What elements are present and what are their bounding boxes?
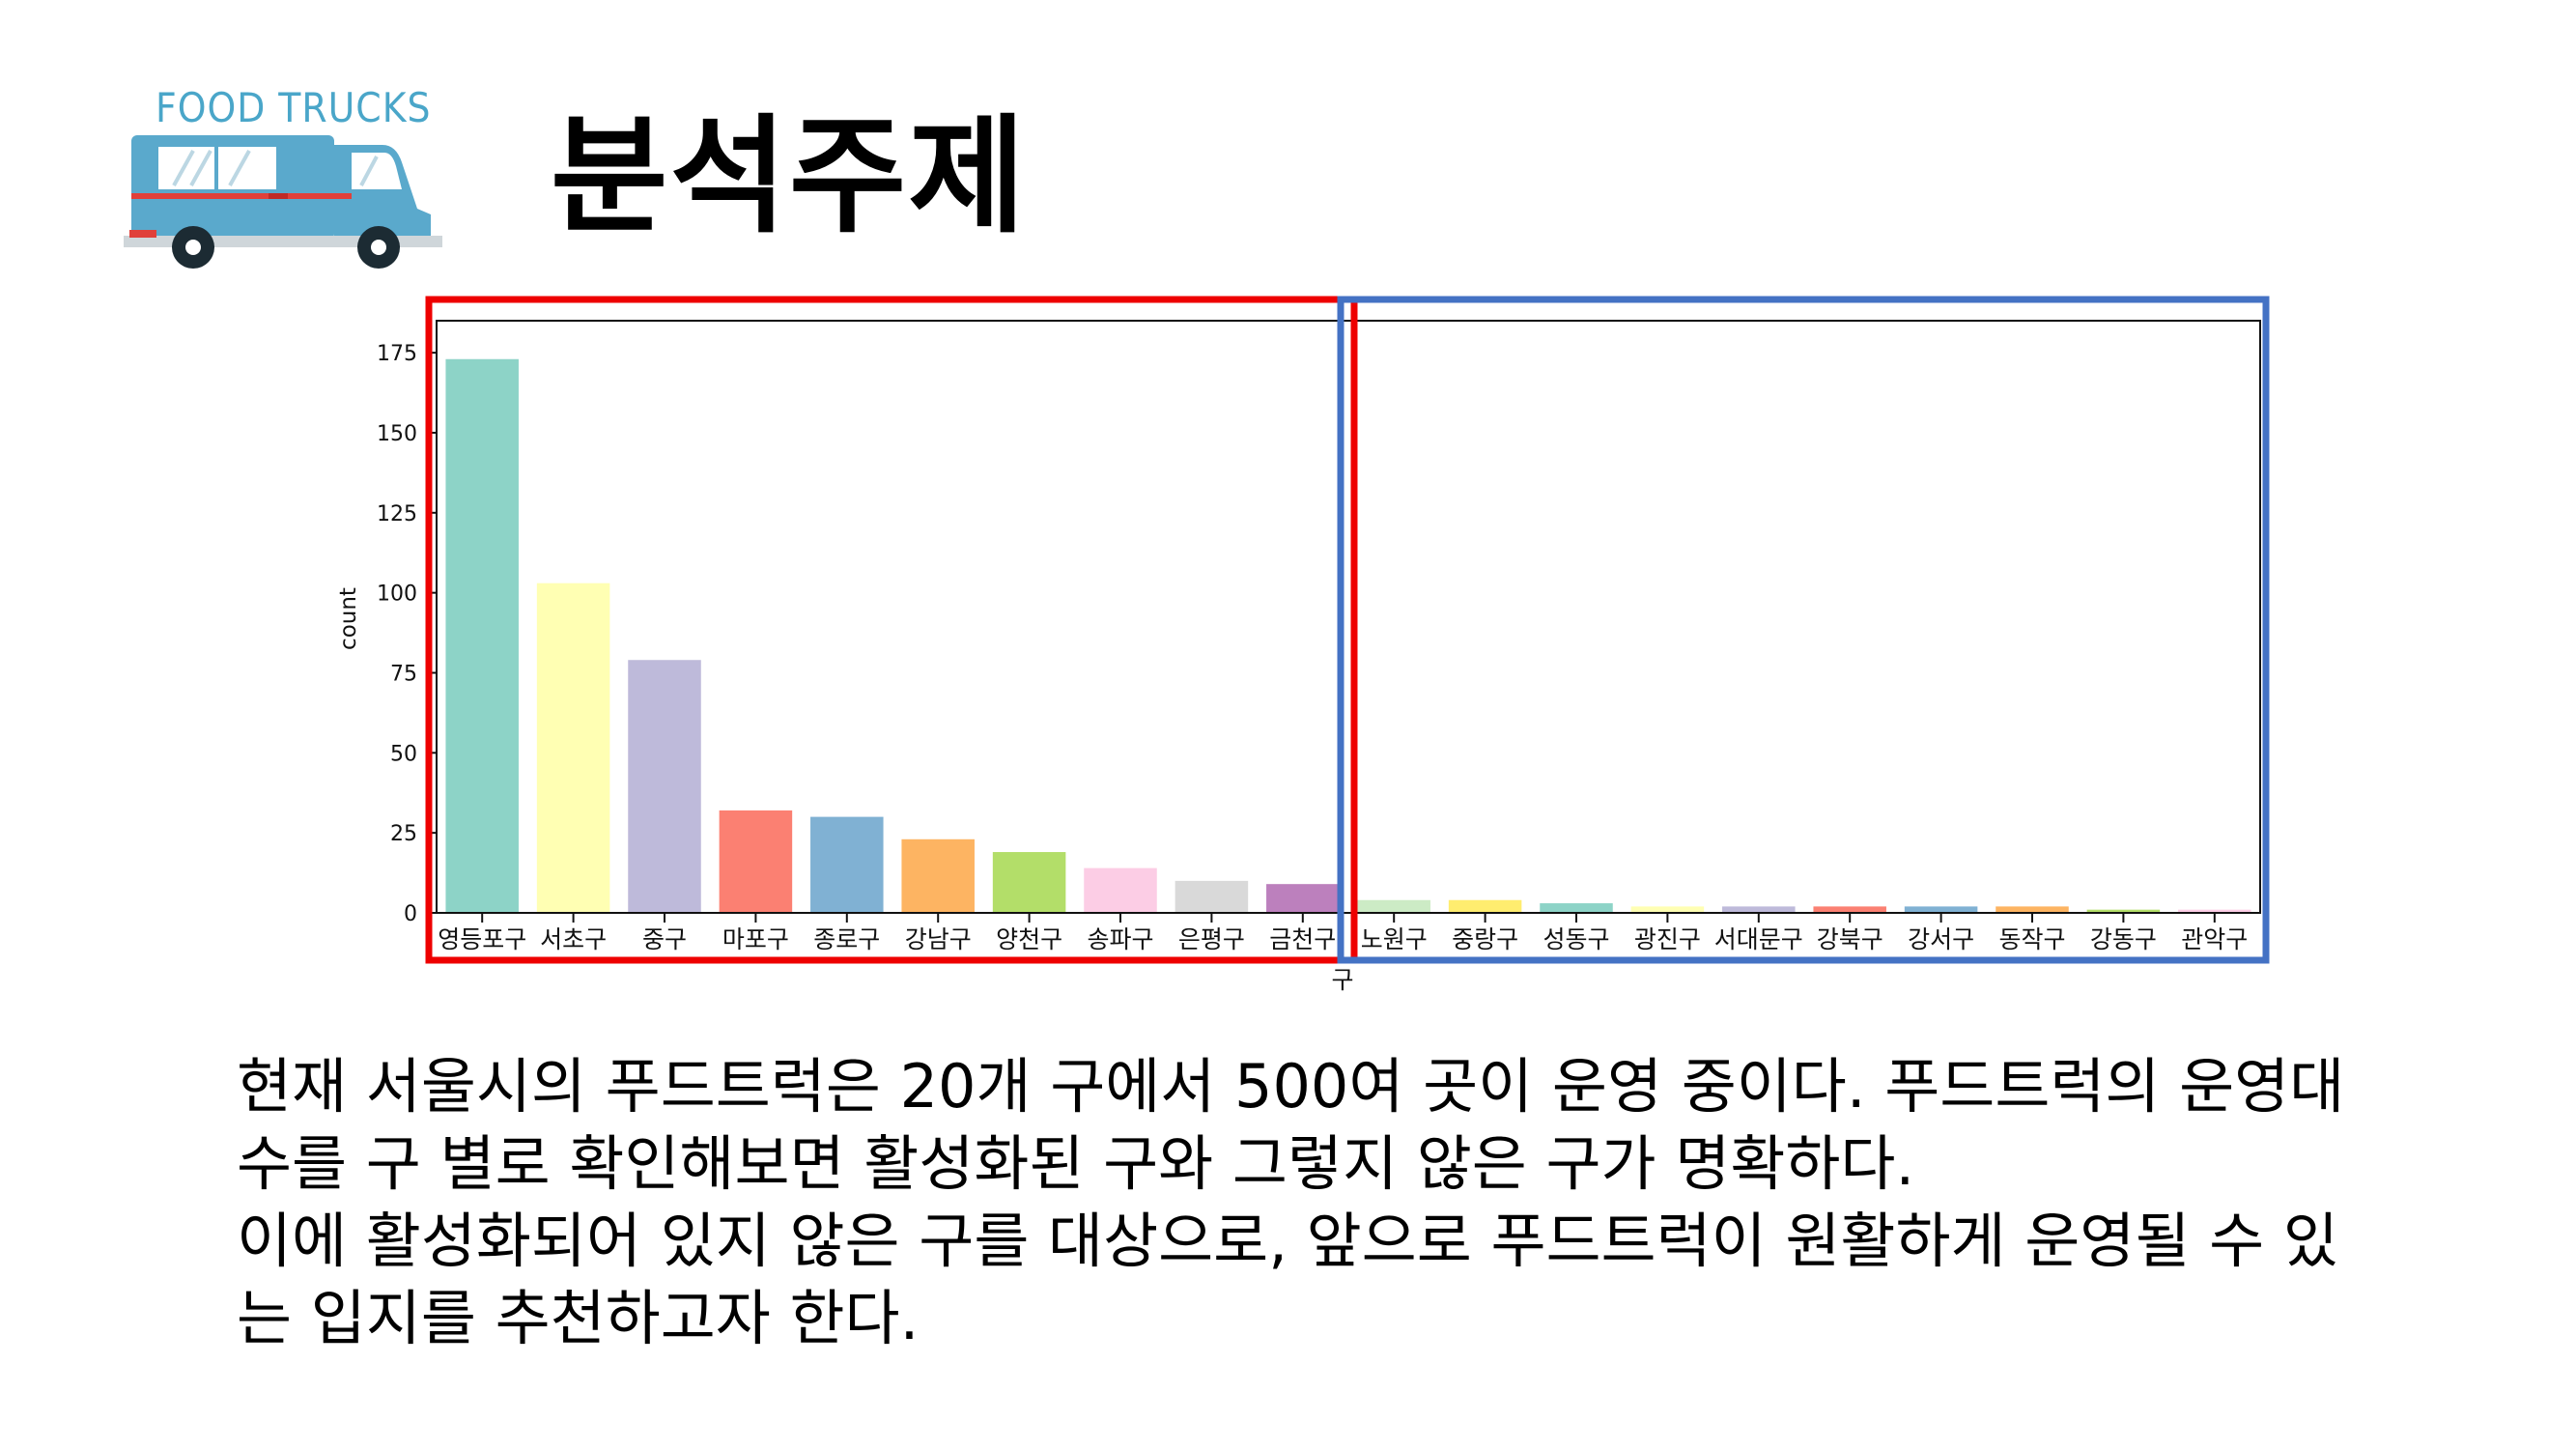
bar-18: [1996, 906, 2069, 913]
y-tick-label: 125: [377, 502, 417, 526]
y-tick-label: 100: [377, 582, 417, 607]
bar-4: [719, 810, 793, 913]
y-axis-label: count: [336, 587, 361, 650]
page-title: 분석주제: [551, 102, 1028, 251]
x-tick-label: 서대문구: [1714, 925, 1803, 953]
x-tick-label: 종로구: [813, 925, 880, 953]
y-tick-label: 175: [377, 342, 417, 366]
bar-16: [1813, 906, 1886, 913]
description-line-4: 는 입지를 추천하고자 한다.: [237, 1283, 920, 1353]
bar-6: [901, 838, 975, 913]
x-tick-label: 중구: [642, 925, 687, 953]
x-tick-label: 영등포구: [438, 925, 526, 953]
bar-15: [1722, 906, 1796, 913]
x-axis-label: 구: [1331, 966, 1353, 994]
description-line-2: 수를 구 별로 확인해보면 활성화된 구와 그렇지 않은 구가 명확하다.: [237, 1128, 1915, 1199]
bar-12: [1448, 899, 1522, 913]
bar-1: [445, 358, 519, 913]
y-tick-label: 75: [390, 662, 417, 686]
x-tick-label: 송파구: [1087, 925, 1153, 953]
x-tick-label: 강북구: [1817, 925, 1883, 953]
bar-3: [628, 660, 701, 913]
bar-20: [2178, 909, 2251, 913]
bar-13: [1540, 903, 1613, 913]
bars: [445, 358, 2251, 913]
x-tick-label: 서초구: [540, 925, 607, 953]
x-tick-label: 금천구: [1269, 925, 1336, 953]
x-tick-label: 강남구: [905, 925, 972, 953]
y-tick-label: 150: [377, 422, 417, 446]
description-line-3: 이에 활성화되어 있지 않은 구를 대상으로, 앞으로 푸드트럭이 원활하게 운…: [237, 1206, 2338, 1276]
x-tick-label: 동작구: [1998, 925, 2065, 953]
bar-14: [1630, 906, 1705, 913]
bar-19: [2086, 909, 2161, 913]
bar-11: [1357, 899, 1430, 913]
x-tick-label: 중랑구: [1452, 925, 1518, 953]
inactive-districts-box: [1337, 296, 2270, 964]
y-tick-label: 0: [404, 902, 417, 926]
bar-5: [810, 816, 884, 913]
bar-8: [1084, 867, 1157, 913]
x-tick-label: 은평구: [1178, 925, 1245, 953]
bar-2: [536, 582, 610, 913]
x-tick-label: 마포구: [722, 925, 789, 953]
description-text: 현재 서울시의 푸드트럭은 20개 구에서 500여 곳이 운영 중이다. 푸드…: [237, 1048, 2458, 1357]
bar-10: [1266, 884, 1340, 913]
food-truck-icon: [124, 135, 442, 269]
plot-frame: [436, 320, 2261, 914]
bar-9: [1175, 880, 1249, 913]
x-tick-label: 성동구: [1543, 925, 1609, 953]
x-tick-label: 양천구: [996, 925, 1062, 953]
x-tick-label: 관악구: [2181, 925, 2248, 953]
logo-text: FOOD TRUCKS: [156, 84, 432, 131]
y-tick-label: 25: [390, 822, 417, 846]
x-tick-label: 노원구: [1361, 925, 1428, 953]
highlight-boxes: [425, 296, 2270, 964]
description-line-1: 현재 서울시의 푸드트럭은 20개 구에서 500여 곳이 운영 중이다. 푸드…: [237, 1051, 2345, 1122]
x-tick-label: 강서구: [1908, 925, 1974, 953]
district-count-chart: 0 25 50 75 100 125 150 175 영등포구 서초구 중구 마포구 종로구 강남구 양천구…: [336, 296, 2270, 994]
food-truck-logo: FOOD TRUCKS: [124, 85, 442, 278]
x-tick-label: 강동구: [2090, 925, 2157, 953]
tick-labels: 0 25 50 75 100 125 150 175 영등포구 서초구 중구 마포구 종로구 강남구 양천구…: [336, 342, 2248, 994]
x-tick-label: 광진구: [1634, 925, 1701, 953]
bar-7: [992, 852, 1066, 913]
active-districts-box: [425, 296, 1358, 964]
bar-17: [1904, 906, 1978, 913]
y-tick-label: 50: [390, 742, 417, 766]
